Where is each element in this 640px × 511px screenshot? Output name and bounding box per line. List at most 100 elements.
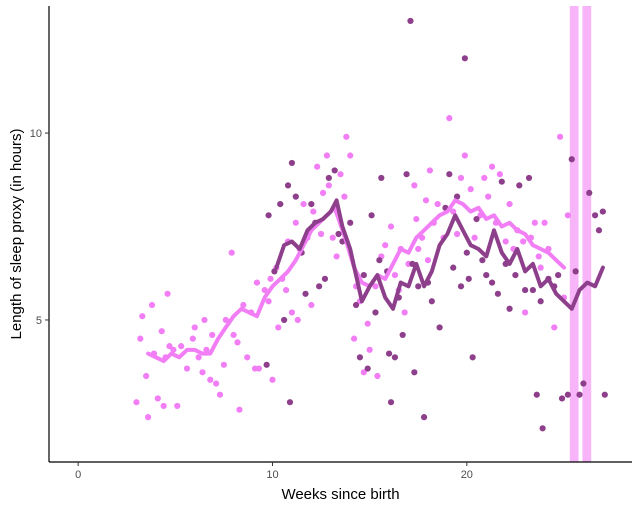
- series-a-points-point-66: [343, 133, 350, 140]
- series-a-points-point-94: [446, 115, 453, 122]
- series-b-points-point-5: [281, 316, 288, 324]
- series-b-points-point-28: [378, 174, 385, 182]
- series-b-points-point-72: [558, 395, 566, 402]
- series-b-smooth-line: [274, 198, 605, 311]
- series-b-points-point-73: [564, 391, 571, 398]
- series-a-points-point-4: [143, 372, 150, 380]
- axis-ticks: 0 10 20 5 10: [30, 128, 473, 481]
- series-b-points-point-24: [364, 365, 371, 372]
- series-a-points-point-99: [467, 186, 474, 193]
- series-b-points-point-15: [321, 275, 329, 282]
- series-a-points-point-19: [191, 324, 198, 331]
- series-a-points-point-41: [265, 298, 272, 305]
- series-a-points-point-89: [424, 257, 432, 264]
- series-b-points-point-75: [572, 268, 579, 275]
- series-a-points-point-115: [535, 253, 542, 260]
- series-b-points-point-45: [446, 171, 453, 178]
- series-b-points-point-23: [360, 272, 367, 279]
- series-b-points-point-74: [568, 156, 575, 163]
- series-b-points-point-36: [407, 17, 414, 25]
- series-b-points-point-81: [599, 208, 606, 215]
- series-b-points-point-82: [601, 391, 608, 398]
- series-a-points-point-63: [333, 253, 340, 260]
- series-b-points-point-30: [385, 350, 393, 357]
- series-a-points-point-111: [520, 238, 527, 245]
- series-b-points-point-2: [265, 212, 272, 219]
- series-b-points-point-39: [415, 283, 422, 290]
- series-b-points-point-63: [522, 286, 529, 294]
- highlight-band-1: [569, 6, 579, 462]
- series-b-points-point-57: [494, 290, 502, 297]
- series-a-points-point-16: [178, 343, 185, 350]
- series-b-points-point-68: [539, 425, 546, 432]
- series-a-points-point-122: [564, 212, 571, 219]
- series-a-points-point-77: [382, 242, 389, 249]
- series-b-points-point-48: [457, 283, 465, 290]
- y-tick-label-5: 5: [36, 315, 42, 327]
- series-a-points-point-1: [133, 399, 140, 406]
- series-b-points-point-38: [411, 369, 418, 376]
- series-b-points-point-27: [376, 257, 383, 264]
- series-a-points-point-88: [422, 197, 430, 204]
- series-a-points-point-106: [496, 171, 503, 178]
- series-b-points-point-66: [533, 391, 540, 398]
- series-a-points-point-55: [308, 301, 315, 309]
- series-a-points-point-114: [531, 219, 538, 226]
- series-a-points-point-75: [374, 372, 381, 380]
- series-b-points-point-11: [302, 290, 309, 297]
- series-a-points-point-12: [164, 290, 171, 297]
- series-a-points-point-33: [236, 406, 243, 413]
- series-b-points-point-31: [387, 399, 395, 406]
- series-b-points-point-4: [277, 200, 284, 208]
- series-a-points-point-73: [366, 346, 373, 353]
- series-b-points-point-49: [461, 55, 468, 62]
- series-a-points-point-32: [234, 339, 241, 346]
- x-tick-label-10: 10: [266, 469, 278, 481]
- series-a-points-point-8: [154, 395, 161, 402]
- series-a-points-point-29: [222, 316, 229, 324]
- axes: [48, 6, 632, 463]
- series-a-points-point-10: [160, 402, 167, 410]
- series-b-points-point-47: [454, 193, 461, 200]
- series-b-points-point-67: [537, 298, 544, 305]
- series-a-points-point-86: [415, 245, 422, 253]
- series-a-points-point-59: [319, 189, 327, 196]
- series-a-points-point-64: [337, 171, 344, 178]
- series-b-points-point-20: [347, 219, 354, 226]
- series-b-points-point-34: [399, 331, 406, 339]
- series-b-points-point-26: [372, 309, 379, 316]
- series-a-points-point-43: [269, 376, 276, 383]
- series-a-points-point-60: [323, 152, 330, 159]
- series-a-points-point-53: [300, 200, 307, 208]
- series-b-points-point-61: [512, 272, 519, 279]
- series-a-points-point-34: [240, 301, 247, 309]
- series-a-points-point-65: [341, 193, 348, 200]
- series-a-points-point-62: [329, 234, 336, 241]
- series-a-points-point-22: [201, 316, 208, 324]
- series-b-points-point-50: [463, 249, 470, 256]
- series-b-points-point-18: [335, 230, 342, 238]
- series-b-points-point-79: [591, 212, 599, 219]
- series-b-points-point-77: [580, 380, 587, 387]
- series-b-points-point-7: [286, 399, 294, 406]
- series-a-points-point-68: [351, 335, 358, 342]
- series-a-points-point-119: [551, 324, 558, 331]
- series-b-points-point-35: [403, 171, 410, 178]
- series-a-points-point-98: [461, 152, 468, 159]
- series-a-points-point-107: [502, 238, 509, 245]
- highlight-band-2: [582, 6, 592, 462]
- series-a-points-point-6: [148, 301, 156, 309]
- series-a-points-point-102: [481, 174, 488, 182]
- series-b-points-point-43: [436, 324, 443, 331]
- x-tick-label-20: 20: [461, 469, 473, 481]
- series-a-points-point-45: [275, 324, 282, 331]
- smooth-lines: [146, 198, 605, 364]
- series-a-points-point-30: [228, 249, 235, 256]
- series-b-points-point-55: [483, 272, 490, 279]
- series-b-points-point-64: [525, 174, 533, 182]
- series-b-points-point-17: [331, 167, 338, 174]
- series-a-points-point-17: [183, 365, 191, 372]
- series-a-points-point-38: [253, 279, 261, 286]
- y-tick-label-10: 10: [30, 128, 42, 140]
